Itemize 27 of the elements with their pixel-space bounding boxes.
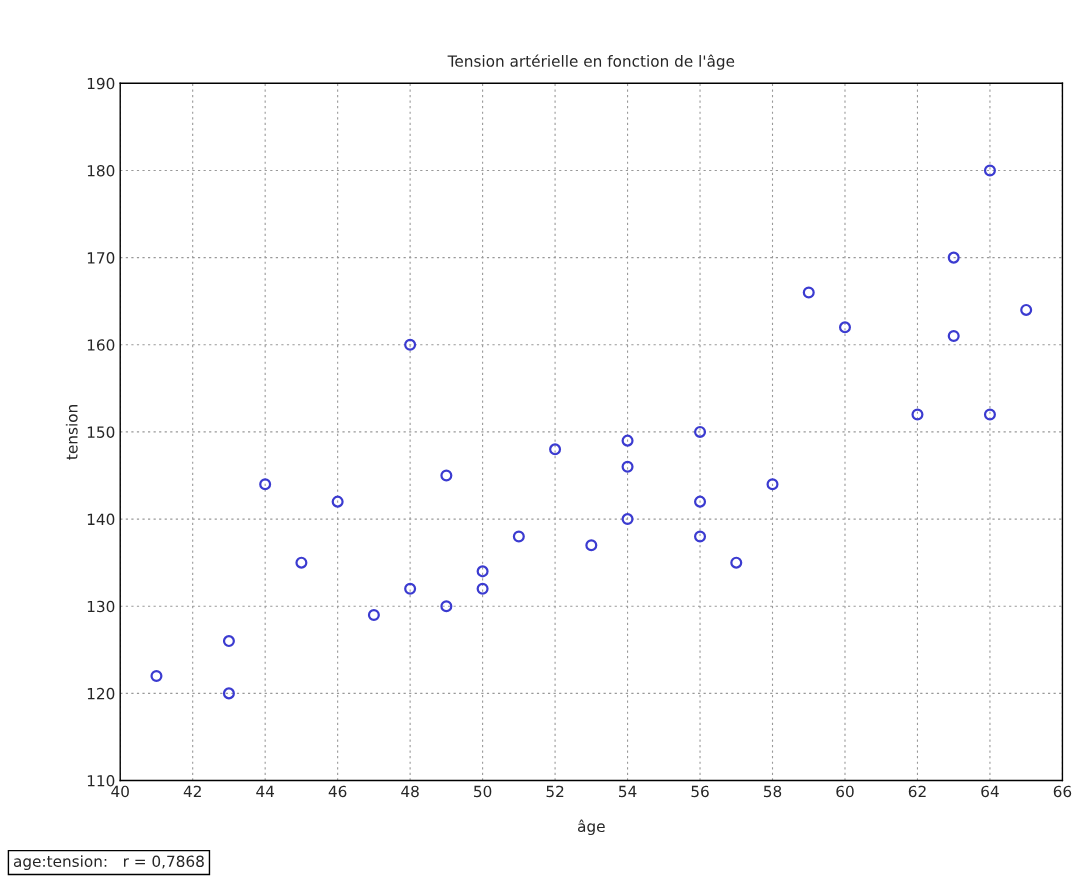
x-tick-label: 66 xyxy=(1053,785,1072,798)
y-tick-label: 120 xyxy=(87,687,115,700)
y-tick-label: 180 xyxy=(87,164,115,177)
x-tick-label: 60 xyxy=(836,785,854,798)
x-tick-label: 58 xyxy=(763,785,782,798)
x-tick-label: 44 xyxy=(256,785,275,797)
y-axis-title: tension xyxy=(65,405,78,460)
x-tick-label: 54 xyxy=(619,785,637,798)
y-tick-label: 170 xyxy=(87,252,115,264)
x-tick-label: 42 xyxy=(183,785,201,797)
y-tick-label: 150 xyxy=(87,426,115,438)
y-tick-label: 140 xyxy=(87,513,115,526)
x-tick-label: 48 xyxy=(401,785,419,798)
y-tick-label: 190 xyxy=(87,77,115,90)
y-tick-label: 130 xyxy=(87,600,115,613)
text: age:tension: r = 0,7868 xyxy=(13,855,204,870)
x-tick-label: 62 xyxy=(908,785,926,798)
chart-title: Tension artérielle en fonction de l'âge xyxy=(447,54,735,70)
x-tick-label: 64 xyxy=(981,785,999,798)
x-tick-label: 46 xyxy=(328,785,347,798)
y-tick-label: 110 xyxy=(87,775,115,787)
x-axis-title: âge xyxy=(578,819,605,836)
x-tick-label: 40 xyxy=(111,785,129,798)
y-tick-label: 160 xyxy=(87,339,115,351)
x-tick-label: 56 xyxy=(691,785,709,798)
x-tick-label: 50 xyxy=(474,785,492,798)
x-tick-label: 52 xyxy=(546,785,564,798)
